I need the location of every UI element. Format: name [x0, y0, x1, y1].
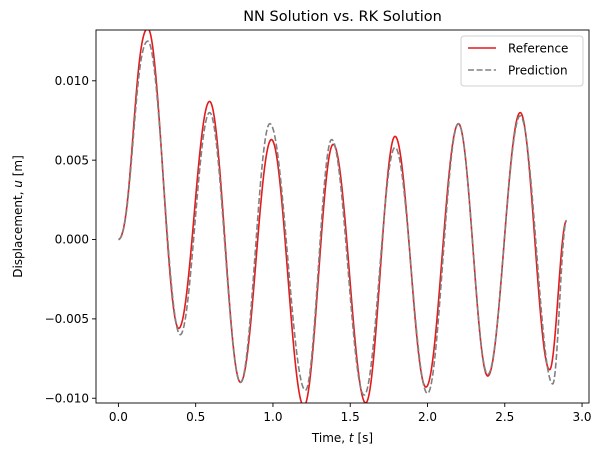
y-tick-label: 0.005 — [55, 153, 89, 167]
x-tick-label: 0.0 — [109, 410, 128, 424]
legend-label-prediction: Prediction — [508, 64, 568, 78]
plot-area — [95, 29, 590, 404]
y-tick-label: 0.000 — [55, 233, 89, 247]
plot-frame — [95, 29, 590, 404]
x-tick-label: 2.0 — [418, 410, 437, 424]
chart-title: NN Solution vs. RK Solution — [243, 9, 442, 25]
y-tick-label: −0.010 — [45, 391, 89, 405]
legend: Reference Prediction — [460, 35, 584, 87]
y-tick-label: −0.005 — [45, 312, 89, 326]
legend-label-reference: Reference — [508, 42, 568, 56]
x-tick-label: 2.5 — [495, 410, 514, 424]
y-axis-title: Displacement, u [m] — [11, 155, 25, 278]
x-tick-label: 0.5 — [186, 410, 205, 424]
y-tick-label: 0.010 — [55, 74, 89, 88]
x-tick-label: 1.0 — [263, 410, 282, 424]
x-tick-label: 3.0 — [572, 410, 591, 424]
series-line-prediction — [118, 40, 568, 396]
x-axis-title: Time, t [s] — [311, 431, 373, 445]
x-tick-label: 1.5 — [341, 410, 360, 424]
